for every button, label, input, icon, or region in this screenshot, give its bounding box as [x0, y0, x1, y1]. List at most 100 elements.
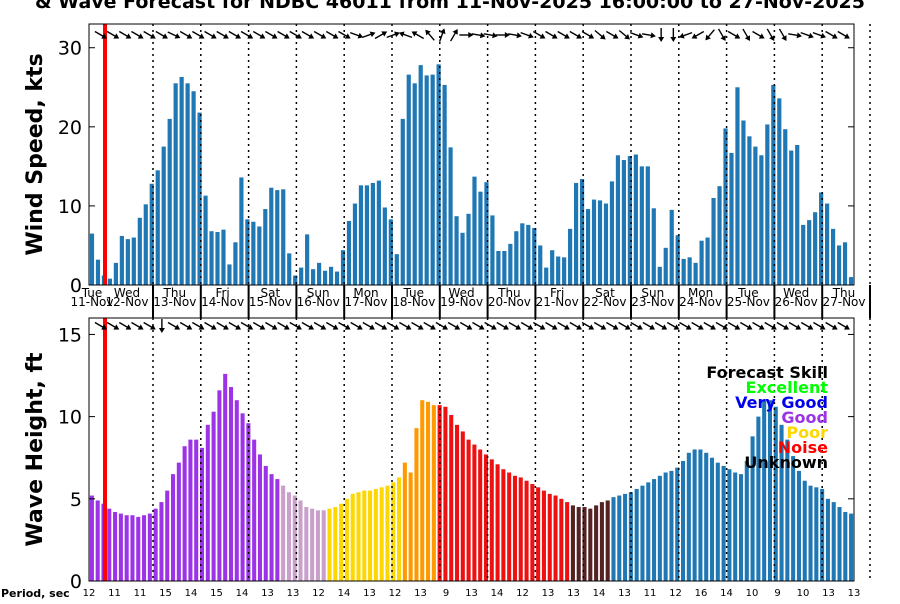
wave-bar	[223, 373, 228, 581]
wind-direction-arrow	[425, 29, 435, 41]
wave-arrow-head	[125, 324, 132, 330]
wave-direction-arrow	[557, 321, 570, 330]
wave-bar	[234, 400, 239, 581]
wind-arrow-head	[174, 33, 181, 39]
wave-direction-arrow	[472, 321, 485, 330]
wind-bar	[603, 203, 609, 285]
wind-bar	[669, 209, 674, 285]
wave-bar	[831, 502, 836, 581]
wind-direction-arrow	[520, 31, 534, 39]
wind-arrow-head	[247, 33, 254, 39]
wind-bar	[813, 212, 818, 285]
wave-arrow-head	[210, 324, 217, 330]
wind-frame	[88, 23, 855, 286]
date-label: 12-Nov	[105, 295, 148, 309]
wind-bar	[747, 136, 752, 285]
wave-arrow-head	[551, 324, 558, 330]
wind-bar	[143, 204, 148, 285]
wind-direction-arrow	[265, 30, 278, 39]
wind-direction-arrow	[459, 32, 474, 38]
wind-bar	[735, 87, 740, 285]
wave-bar	[333, 507, 338, 581]
wind-arrow-head	[283, 33, 290, 39]
wind-bar	[233, 242, 238, 285]
day-name-label: Thu	[163, 286, 187, 300]
wind-arrow-head	[637, 32, 644, 39]
wind-direction-arrow	[374, 31, 388, 40]
wave-arrow-head	[783, 324, 789, 330]
wave-bar	[147, 513, 152, 581]
wave-bar	[489, 459, 494, 581]
wind-direction-arrow	[216, 30, 229, 39]
wind-bar	[305, 234, 310, 285]
wind-bar	[173, 83, 178, 286]
day-name-label: Tue	[81, 286, 103, 300]
wind-bar	[478, 191, 483, 285]
day-name-label: Wed	[783, 286, 809, 300]
wave-direction-arrow	[739, 321, 753, 330]
wind-bar	[281, 189, 286, 285]
day-labels: Tue11-NovWed12-NovThu13-NovFri14-NovSat1…	[70, 285, 871, 318]
wave-arrow-head	[710, 324, 716, 330]
wave-bar	[773, 406, 778, 581]
wind-direction-arrow	[338, 30, 351, 39]
wind-bar	[197, 112, 202, 285]
date-label: 27-Nov	[822, 295, 865, 309]
wind-direction-arrow	[362, 31, 376, 39]
wind-arrow-head	[411, 31, 418, 37]
wind-bar	[155, 170, 160, 285]
wind-bar	[675, 235, 680, 285]
wave-bar	[263, 465, 268, 581]
wave-direction-arrow	[252, 321, 266, 330]
period-value: 13	[567, 588, 580, 599]
wave-bar	[281, 485, 286, 581]
wave-direction-arrow	[289, 321, 302, 330]
wind-arrow-head	[296, 33, 302, 39]
wave-arrow-head	[734, 324, 741, 330]
wind-arrow-head	[576, 33, 582, 39]
wind-bar	[287, 253, 292, 285]
wave-height-axes: 0 5 10 15 Wave Height, ft	[23, 317, 871, 593]
wind-bar	[819, 192, 824, 285]
wind-bar	[508, 243, 513, 285]
wind-arrow-head	[198, 33, 205, 39]
wave-direction-arrow	[715, 321, 729, 330]
wind-bar	[388, 219, 393, 285]
wave-bar	[652, 479, 657, 581]
wind-bar	[711, 198, 716, 285]
wave-bar	[669, 470, 674, 581]
legend-item: Noise	[778, 438, 828, 457]
wind-ytick-label: 30	[58, 38, 82, 60]
period-value: 13	[542, 588, 555, 599]
wave-bar	[356, 492, 361, 581]
wave-arrow-head	[158, 328, 165, 333]
wave-direction-arrow	[813, 321, 826, 330]
wave-arrow-head	[770, 324, 777, 330]
wind-arrow-head	[734, 33, 741, 39]
day-name-label: Fri	[215, 286, 229, 300]
wave-arrow-head	[283, 324, 290, 330]
wave-bar	[681, 461, 686, 581]
date-label: 21-Nov	[536, 295, 579, 309]
wind-bar	[215, 232, 220, 285]
wave-bar	[663, 472, 668, 581]
wave-arrow-head	[235, 324, 242, 330]
wind-bar	[591, 199, 597, 285]
wind-direction-arrow	[313, 30, 327, 39]
wave-direction-arrow	[167, 321, 181, 330]
wave-now-marker	[103, 318, 107, 581]
wind-bar	[544, 267, 549, 285]
wave-bar	[240, 413, 245, 581]
wind-bar	[400, 118, 405, 285]
wave-bar	[466, 439, 471, 581]
wind-bar	[137, 217, 142, 285]
wind-direction-arrow	[766, 28, 775, 42]
wind-arrow-head	[599, 33, 606, 40]
wave-bar	[344, 498, 349, 581]
wind-arrow-head	[259, 33, 266, 39]
wind-bar	[484, 182, 489, 285]
wave-arrow-head	[624, 324, 631, 330]
wind-bar	[657, 266, 662, 285]
wind-now-marker	[103, 24, 107, 285]
wind-bar	[807, 220, 812, 285]
